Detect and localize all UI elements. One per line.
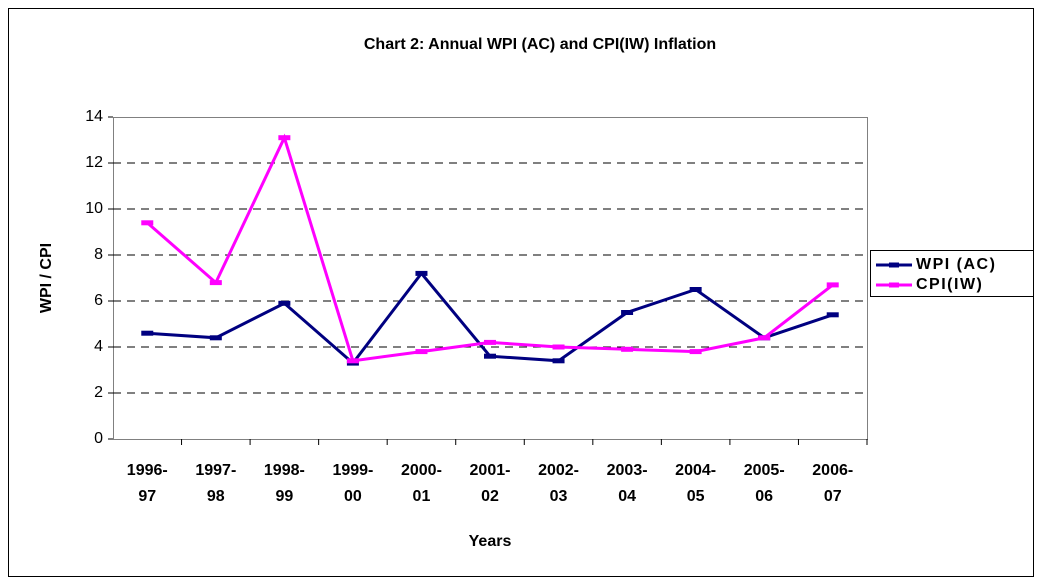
x-tick-label: 2006- 07: [812, 462, 853, 505]
point-marker: [758, 335, 771, 341]
x-tick-label-line: 1998-: [264, 462, 305, 479]
x-tick-label-line: 2001-: [470, 462, 511, 479]
y-tick-label: 14: [85, 108, 103, 125]
point-marker: [209, 280, 222, 286]
x-tick-label: 2000- 01: [401, 462, 442, 505]
x-tick-label-line: 00: [344, 488, 362, 505]
point-marker: [209, 335, 222, 341]
point-marker: [689, 349, 702, 355]
x-tick-label: 2005- 06: [744, 462, 785, 505]
x-tick-label-line: 97: [138, 488, 156, 505]
x-tick-label-line: 02: [481, 488, 499, 505]
y-axis-label: WPI / CPI: [38, 243, 55, 313]
plot-area: [113, 117, 868, 440]
x-tick-label-line: 2000-: [401, 462, 442, 479]
point-marker: [141, 220, 154, 226]
y-tick-label: 12: [85, 154, 103, 171]
point-marker: [552, 344, 565, 350]
point-marker: [278, 135, 291, 141]
x-tick-label: 1996- 97: [127, 462, 168, 505]
point-marker: [484, 353, 496, 359]
x-tick-label-line: 2005-: [744, 462, 785, 479]
point-marker: [621, 346, 634, 352]
x-tick-label-line: 2004-: [675, 462, 716, 479]
point-marker: [552, 358, 565, 364]
x-axis-label: Years: [469, 533, 512, 550]
point-marker: [826, 312, 839, 318]
y-tick-label: 8: [94, 246, 103, 263]
x-tick-label-line: 1999-: [332, 462, 373, 479]
x-tick-label-line: 2002-: [538, 462, 579, 479]
x-tick-label-line: 07: [824, 488, 842, 505]
point-marker: [415, 349, 428, 355]
x-tick-label-line: 05: [687, 488, 705, 505]
point-marker: [415, 270, 428, 276]
y-tick-label: 0: [94, 430, 103, 447]
x-tick-label-line: 1997-: [195, 462, 236, 479]
chart-title: Chart 2: Annual WPI (AC) and CPI(IW) Inf…: [364, 36, 716, 53]
x-tick-label: 1998- 99: [264, 462, 305, 505]
y-tick-label: 10: [85, 200, 103, 217]
x-tick-label: 1997- 98: [195, 462, 236, 505]
x-tick-label-line: 04: [618, 488, 636, 505]
point-marker: [141, 330, 154, 336]
x-tick-label-line: 99: [275, 488, 293, 505]
x-tick-label-line: 03: [550, 488, 568, 505]
y-tick-label: 2: [94, 384, 103, 401]
x-tick-label: 2003- 04: [607, 462, 648, 505]
point-marker: [484, 339, 496, 345]
y-tick-label: 4: [94, 338, 103, 355]
point-marker: [689, 287, 702, 292]
chart-border: [8, 8, 1034, 577]
x-tick-label: 2001- 02: [470, 462, 511, 505]
y-tick-label: 6: [94, 292, 103, 309]
legend: [870, 250, 1034, 297]
x-tick-label: 2002- 03: [538, 462, 579, 505]
x-tick-label-line: 01: [413, 488, 431, 505]
point-marker: [346, 358, 359, 364]
x-tick-label: 1999- 00: [332, 462, 373, 505]
point-marker: [826, 282, 839, 288]
point-marker: [621, 310, 634, 315]
x-tick-label: 2004- 05: [675, 462, 716, 505]
x-tick-label-line: 2006-: [812, 462, 853, 479]
point-marker: [278, 300, 291, 306]
legend-marker: [889, 282, 899, 288]
legend-label: CPI(IW): [916, 276, 983, 293]
legend-label: WPI (AC): [916, 256, 996, 273]
x-tick-label-line: 98: [207, 488, 225, 505]
x-tick-label-line: 2003-: [607, 462, 648, 479]
x-tick-label-line: 1996-: [127, 462, 168, 479]
legend-marker: [889, 262, 899, 268]
x-tick-label-line: 06: [755, 488, 773, 505]
